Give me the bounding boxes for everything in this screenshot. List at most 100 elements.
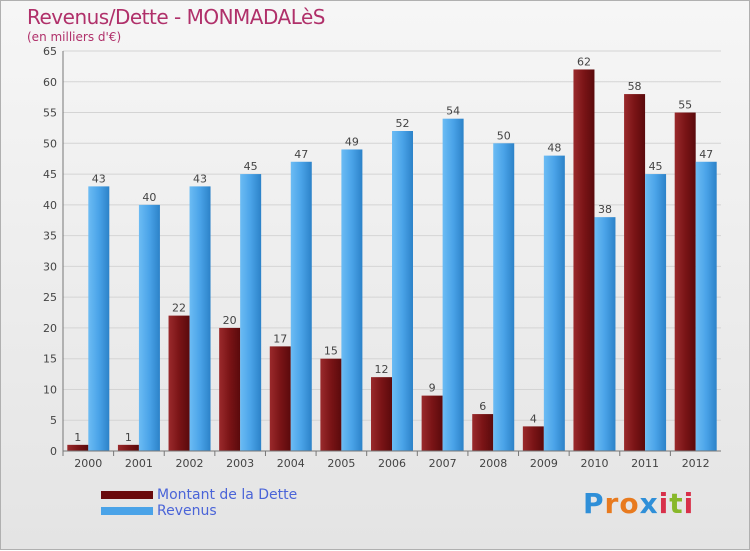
bar-revenus [594,217,616,451]
bar-debt [320,358,342,451]
x-tick-label: 2005 [327,457,355,470]
y-tick-label: 45 [43,168,57,181]
data-label: 52 [396,117,410,130]
x-tick-label: 2002 [176,457,204,470]
bar-revenus [493,143,515,452]
x-tick-label: 2001 [125,457,153,470]
data-label: 20 [223,314,237,327]
bar-debt [168,315,190,451]
x-tick-label: 2010 [580,457,608,470]
data-label: 43 [193,172,207,185]
data-label: 1 [125,431,132,444]
data-label: 62 [577,55,591,68]
data-label: 17 [273,332,287,345]
bar-debt [421,395,443,451]
data-label: 54 [446,105,460,118]
bar-revenus [88,186,110,451]
legend-item-debt: Montant de la Dette [101,487,401,503]
data-labels: 1 43 1 40 22 43 20 45 17 47 15 49 12 52 9 54 6 50 4 48 62 38 5… [74,55,713,443]
bar-debt [371,377,392,451]
y-tick-label: 50 [43,137,57,150]
data-label: 49 [345,135,359,148]
legend-item-revenus: Revenus [101,503,401,519]
logo-letter: o [619,487,640,520]
y-tick-label: 35 [43,230,57,243]
bar-debt [219,327,241,451]
axes: 0 5 10 15 20 25 30 35 40 45 50 55 60 65 2000 2001 2002 20… [43,45,721,470]
y-tick-label: 25 [43,291,57,304]
y-tick-label: 30 [43,260,57,273]
logo-letter: x [639,487,659,520]
chart-legend: Montant de la Dette Revenus [101,487,401,519]
legend-swatch-debt [101,491,153,499]
bar-revenus [240,174,262,452]
data-label: 45 [244,160,258,173]
logo-letter: i [683,487,695,520]
data-label: 4 [530,412,537,425]
data-label: 40 [142,191,156,204]
bar-revenus [442,118,464,451]
bar-debt [269,346,291,451]
data-label: 1 [74,431,81,444]
bar-revenus [290,161,312,451]
x-tick-label: 2003 [226,457,254,470]
x-tick-label: 2009 [530,457,558,470]
logo-letter: t [669,487,684,520]
x-tick-label: 2007 [429,457,457,470]
logo-letter: r [604,487,620,520]
x-tick-label: 2012 [682,457,710,470]
bar-revenus [695,161,717,451]
y-tick-label: 5 [50,414,57,427]
y-tick-label: 0 [50,445,57,458]
bar-revenus [645,174,667,452]
y-tick-label: 65 [43,45,57,58]
bar-debt [472,414,494,451]
bar-revenus [138,204,160,451]
bar-debt [117,444,139,451]
data-label: 50 [497,129,511,142]
y-tick-label: 10 [43,383,57,396]
y-tick-label: 20 [43,322,57,335]
bar-revenus [392,131,413,451]
data-label: 55 [678,99,692,112]
chart-title: Revenus/Dette - MONMADALèS [27,5,326,29]
logo-letter: i [658,487,670,520]
y-tick-label: 55 [43,107,57,120]
bars [67,69,717,452]
data-label: 22 [172,302,186,315]
x-tick-label: 2008 [479,457,507,470]
y-tick-label: 15 [43,353,57,366]
bar-debt [573,69,595,451]
chart-subtitle: (en milliers d'€) [27,30,122,44]
data-label: 48 [547,142,561,155]
x-tick-label: 2000 [74,457,102,470]
x-tick-label: 2004 [277,457,305,470]
data-label: 47 [294,148,308,161]
bar-revenus [341,149,363,451]
bar-revenus [543,155,565,451]
data-label: 58 [628,80,642,93]
logo-letter: P [583,487,605,520]
data-label: 43 [92,172,106,185]
legend-label-debt: Montant de la Dette [157,487,298,503]
data-label: 15 [324,345,338,358]
data-label: 45 [649,160,663,173]
data-label: 47 [699,148,713,161]
data-label: 12 [375,363,389,376]
legend-swatch-revenus [101,507,153,515]
data-label: 38 [598,203,612,216]
proxiti-logo: Proxiti [583,487,694,520]
data-label: 9 [429,382,436,395]
bar-debt [624,94,646,452]
bar-revenus [189,186,211,451]
legend-label-revenus: Revenus [157,503,217,519]
x-tick-label: 2006 [378,457,406,470]
bar-debt [67,444,89,451]
data-label: 6 [479,400,486,413]
y-tick-label: 40 [43,199,57,212]
x-tick-label: 2011 [631,457,659,470]
bar-debt [522,426,544,451]
y-tick-label: 60 [43,76,57,89]
